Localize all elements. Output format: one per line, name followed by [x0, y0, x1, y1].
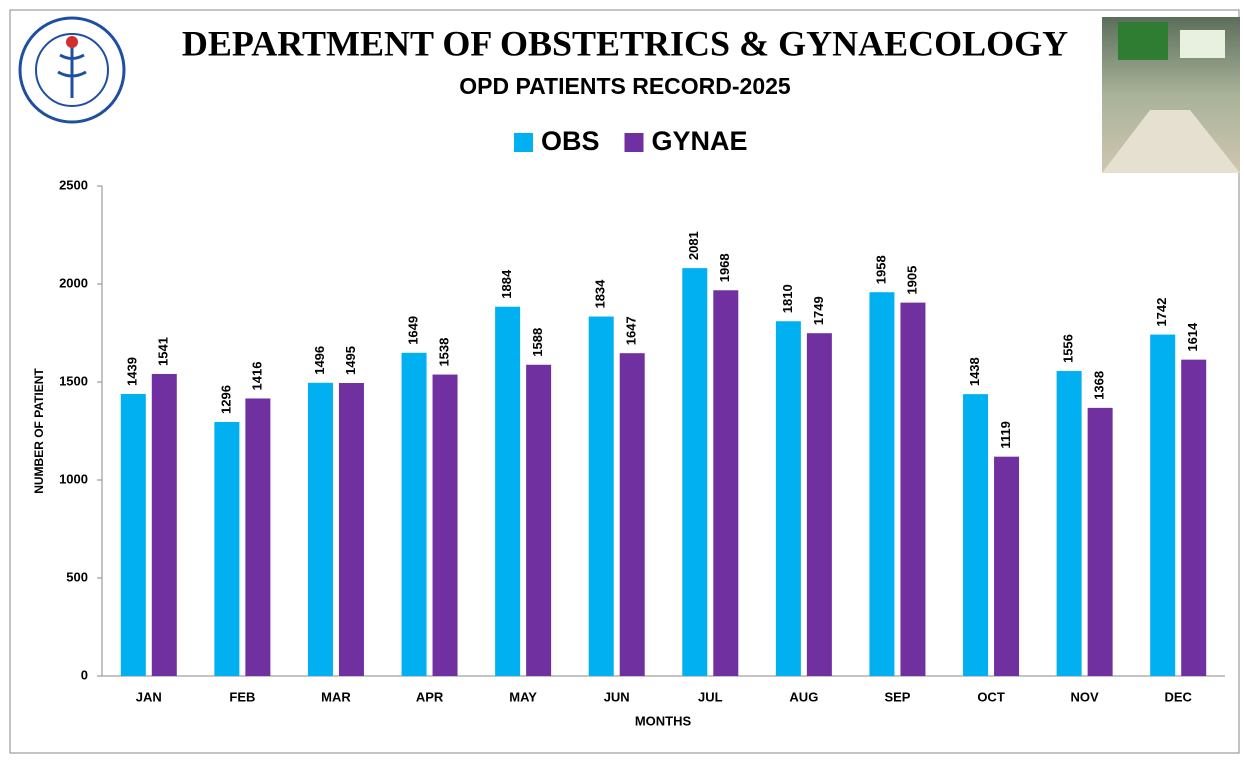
photo — [1102, 17, 1240, 173]
x-tick-label: APR — [416, 689, 444, 704]
y-tick-label: 2000 — [59, 275, 88, 290]
x-tick-label: MAR — [321, 689, 351, 704]
bar — [713, 290, 739, 676]
data-label: 1884 — [499, 269, 514, 299]
data-label: 1810 — [780, 284, 795, 313]
data-label: 1541 — [156, 337, 171, 366]
bar — [307, 382, 333, 676]
bar — [151, 373, 177, 676]
logo — [18, 16, 126, 124]
x-tick-label: JUN — [604, 689, 630, 704]
y-tick-label: 1500 — [59, 373, 88, 388]
chart-subtitle: OPD PATIENTS RECORD-2025 — [459, 73, 791, 99]
bar — [963, 394, 989, 676]
bar — [401, 352, 427, 676]
x-tick-label: SEP — [884, 689, 910, 704]
data-label: 1416 — [249, 362, 264, 391]
y-tick-label: 0 — [81, 667, 88, 682]
data-label: 1538 — [436, 338, 451, 367]
x-tick-label: FEB — [229, 689, 255, 704]
data-label: 1368 — [1092, 371, 1107, 400]
bar — [338, 382, 364, 676]
legend-swatch — [514, 133, 533, 152]
x-axis-title: MONTHS — [635, 713, 692, 728]
bar — [1087, 407, 1113, 676]
data-label: 1749 — [811, 296, 826, 325]
data-label: 1649 — [405, 316, 420, 345]
data-label: 1614 — [1185, 322, 1200, 352]
bar — [214, 421, 240, 676]
legend-label: OBS — [541, 126, 600, 156]
bar — [495, 306, 521, 676]
x-tick-label: JUL — [698, 689, 723, 704]
data-label: 1119 — [998, 421, 1013, 449]
bar — [120, 393, 146, 676]
y-axis-title: NUMBER OF PATIENT — [32, 368, 46, 494]
y-tick-label: 500 — [66, 569, 88, 584]
data-label: 1296 — [218, 385, 233, 414]
y-tick-label: 2500 — [59, 177, 88, 192]
x-tick-label: JAN — [136, 689, 162, 704]
bar — [682, 268, 708, 676]
bar — [806, 333, 832, 676]
data-label: 1556 — [1061, 334, 1076, 363]
data-label: 1742 — [1154, 298, 1169, 327]
legend-swatch — [624, 133, 644, 152]
x-tick-label: AUG — [789, 689, 818, 704]
data-label: 1588 — [530, 328, 545, 357]
bar — [869, 292, 895, 676]
data-label: 2081 — [686, 231, 701, 260]
x-tick-label: MAY — [509, 689, 537, 704]
y-tick-label: 1000 — [59, 471, 88, 486]
x-tick-label: OCT — [977, 689, 1005, 704]
bar — [526, 364, 552, 676]
data-label: 1958 — [873, 255, 888, 284]
legend-label: GYNAE — [652, 126, 748, 156]
data-label: 1496 — [312, 346, 327, 375]
bar — [1150, 334, 1176, 676]
data-label: 1968 — [717, 253, 732, 282]
bar — [619, 353, 645, 676]
data-label: 1834 — [593, 279, 608, 309]
data-label: 1439 — [125, 357, 140, 386]
data-label: 1905 — [904, 266, 919, 295]
x-tick-label: DEC — [1164, 689, 1192, 704]
bar — [245, 398, 271, 676]
data-label: 1495 — [343, 346, 358, 375]
bar — [588, 316, 614, 676]
data-label: 1438 — [967, 357, 982, 386]
bar — [775, 321, 801, 676]
chart-title: DEPARTMENT OF OBSTETRICS & GYNAECOLOGY — [182, 23, 1068, 63]
bar — [1181, 359, 1207, 676]
bar — [994, 456, 1020, 676]
x-tick-label: NOV — [1071, 689, 1100, 704]
bar — [432, 374, 458, 676]
bar — [1056, 371, 1082, 676]
bar — [900, 302, 926, 676]
data-label: 1647 — [624, 316, 639, 345]
